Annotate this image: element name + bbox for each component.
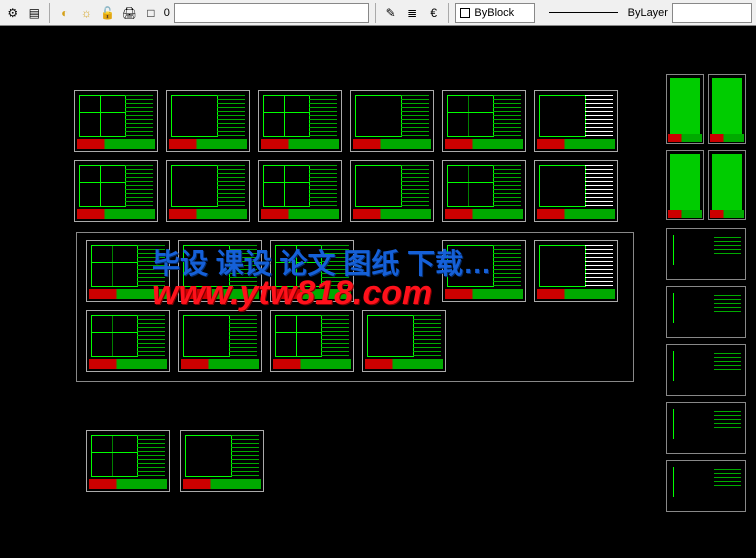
drawing-sheet-column[interactable] — [708, 150, 746, 220]
drawing-sheet[interactable] — [350, 160, 434, 222]
titleblock — [445, 289, 523, 299]
drawing-sheet-column[interactable] — [666, 74, 704, 144]
match-icon[interactable]: ✎ — [382, 4, 400, 22]
titleblock — [273, 289, 351, 299]
linetype-label: ByLayer — [628, 7, 668, 19]
print-icon[interactable]: 🖨 — [121, 4, 139, 22]
titleblock — [353, 139, 431, 149]
linetype-dropdown[interactable] — [672, 3, 752, 23]
make-icon[interactable]: € — [425, 4, 443, 22]
titleblock — [668, 210, 702, 218]
gear-icon[interactable]: ⚙ — [4, 4, 22, 22]
titleblock — [183, 479, 261, 489]
drawing-sheet[interactable] — [178, 310, 262, 372]
drawing-sheet[interactable] — [258, 160, 342, 222]
drawing-sheet[interactable] — [534, 90, 618, 152]
drawing-sheet-small[interactable] — [666, 460, 746, 512]
drawing-sheet[interactable] — [86, 310, 170, 372]
drawing-sheet[interactable] — [442, 240, 526, 302]
drawing-sheet[interactable] — [74, 160, 158, 222]
layers-icon[interactable]: ▤ — [26, 4, 44, 22]
drawing-sheet[interactable] — [166, 160, 250, 222]
separator — [448, 3, 449, 23]
titleblock — [89, 479, 167, 489]
drawing-sheet-small[interactable] — [666, 402, 746, 454]
titleblock — [710, 134, 744, 142]
drawing-canvas[interactable]: 毕设 课设 论文 图纸 下载… www.ytw818.com — [0, 26, 756, 558]
drawing-sheet[interactable] — [270, 310, 354, 372]
drawing-sheet-small[interactable] — [666, 344, 746, 396]
drawing-sheet-column[interactable] — [666, 150, 704, 220]
titleblock — [365, 359, 443, 369]
drawing-sheet[interactable] — [270, 240, 354, 302]
column-fill — [712, 154, 742, 216]
toolbar: ⚙ ▤ ◐ ☼ 🔓 🖨 □ 0 ✎ ≣ € ByBlock ByLayer — [0, 0, 756, 26]
drawing-sheet[interactable] — [86, 240, 170, 302]
drawing-sheet[interactable] — [534, 160, 618, 222]
drawing-sheet[interactable] — [178, 240, 262, 302]
drawing-sheet[interactable] — [442, 90, 526, 152]
titleblock — [89, 359, 167, 369]
linetype-preview — [549, 12, 617, 13]
drawing-sheet[interactable] — [350, 90, 434, 152]
column-fill — [712, 78, 742, 140]
drawing-sheet[interactable] — [166, 90, 250, 152]
bulb-icon[interactable]: ◐ — [56, 4, 74, 22]
drawing-sheet[interactable] — [86, 430, 170, 492]
titleblock — [261, 209, 339, 219]
lock-icon[interactable]: 🔓 — [99, 4, 117, 22]
titleblock — [445, 209, 523, 219]
titleblock — [353, 209, 431, 219]
titleblock — [537, 139, 615, 149]
titleblock — [710, 210, 744, 218]
square-icon[interactable]: □ — [142, 4, 160, 22]
titleblock — [273, 359, 351, 369]
drawing-sheet[interactable] — [442, 160, 526, 222]
column-fill — [670, 78, 700, 140]
color-swatch — [460, 8, 470, 18]
separator — [49, 3, 50, 23]
titleblock — [169, 209, 247, 219]
layer-zero-label: 0 — [164, 7, 170, 19]
titleblock — [668, 134, 702, 142]
drawing-sheet-column[interactable] — [708, 74, 746, 144]
drawing-sheet-small[interactable] — [666, 228, 746, 280]
color-dropdown[interactable]: ByBlock — [455, 3, 535, 23]
titleblock — [445, 139, 523, 149]
drawing-sheet[interactable] — [74, 90, 158, 152]
titleblock — [77, 139, 155, 149]
drawing-sheet[interactable] — [258, 90, 342, 152]
color-label: ByBlock — [474, 7, 514, 19]
drawing-sheet[interactable] — [180, 430, 264, 492]
layer-dropdown[interactable] — [174, 3, 369, 23]
titleblock — [77, 209, 155, 219]
sun-icon[interactable]: ☼ — [78, 4, 96, 22]
titleblock — [181, 289, 259, 299]
drawing-sheet-small[interactable] — [666, 286, 746, 338]
titleblock — [537, 209, 615, 219]
titleblock — [89, 289, 167, 299]
titleblock — [261, 139, 339, 149]
titleblock — [181, 359, 259, 369]
list-icon[interactable]: ≣ — [403, 4, 421, 22]
drawing-sheet[interactable] — [534, 240, 618, 302]
separator — [375, 3, 376, 23]
column-fill — [670, 154, 700, 216]
drawing-sheet[interactable] — [362, 310, 446, 372]
titleblock — [537, 289, 615, 299]
titleblock — [169, 139, 247, 149]
